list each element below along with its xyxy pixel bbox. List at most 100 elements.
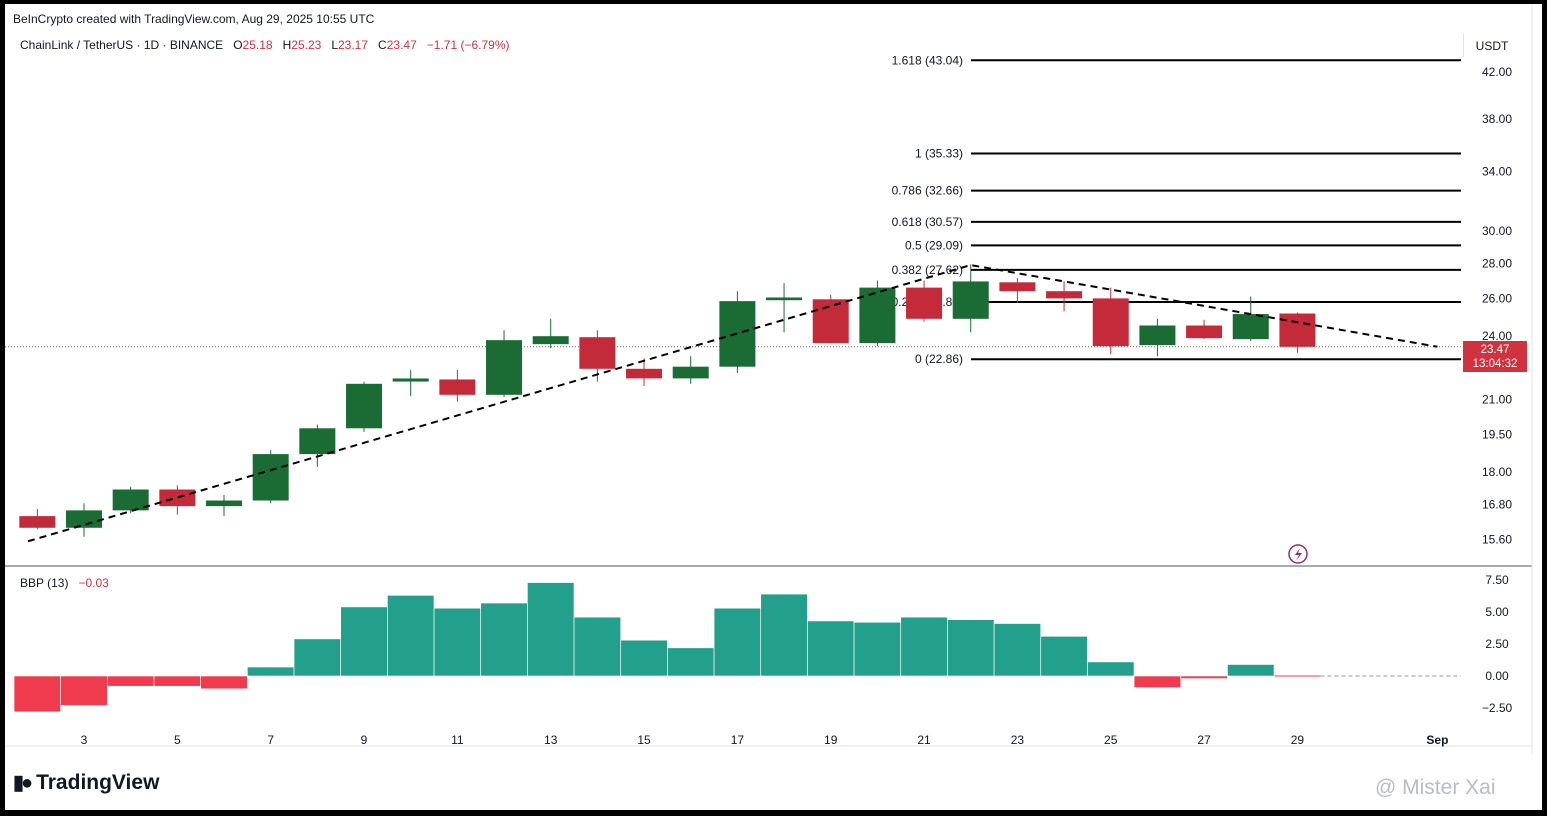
bbp-bar	[340, 606, 388, 677]
candle-body	[859, 287, 896, 344]
close-value: 23.47	[386, 38, 417, 52]
bbp-bar	[900, 616, 948, 677]
candle-up	[66, 503, 102, 537]
price-axis-tick: 19.50	[1482, 427, 1512, 441]
bbp-bar	[807, 620, 855, 677]
bbp-bar	[433, 607, 481, 677]
bbp-bar	[480, 602, 528, 677]
fib-level-label: 1 (35.33)	[915, 147, 963, 161]
time-axis-tick: 19	[824, 733, 838, 747]
candle-down	[159, 485, 196, 515]
high-label: H	[282, 38, 292, 52]
candle-body	[532, 336, 569, 345]
bbp-bar	[13, 675, 61, 713]
close-label: C	[378, 38, 387, 52]
fib-level-label: 0 (22.86)	[915, 352, 963, 366]
candle-up	[346, 381, 383, 432]
price-axis-tick: 21.00	[1482, 392, 1512, 406]
time-axis-tick: 23	[1011, 733, 1025, 747]
candle-body	[906, 287, 943, 319]
tradingview-logo[interactable]: ▮● TradingView	[13, 770, 159, 795]
bbp-bar	[527, 582, 575, 677]
candle-up	[1139, 318, 1176, 357]
flash-alert-bolt	[1295, 548, 1302, 561]
time-axis-tick: 5	[174, 733, 181, 747]
bbp-axis-tick: 2.50	[1485, 637, 1509, 651]
candle-down	[1092, 287, 1129, 355]
price-axis-tick: 15.60	[1482, 533, 1512, 547]
chart-canvas[interactable]: 1.618 (43.04) 1 (35.33) 0.786 (32.66) 0.618…	[5, 4, 1542, 810]
chart-frame: 1.618 (43.04) 1 (35.33) 0.786 (32.66) 0.618…	[5, 4, 1542, 810]
low-label: L	[331, 38, 338, 52]
bbp-bar	[713, 607, 761, 677]
bbp-bar	[387, 595, 435, 677]
candle-body	[719, 301, 756, 367]
candle-down	[579, 330, 616, 382]
candle-body	[252, 454, 289, 501]
bbp-bar	[853, 621, 901, 677]
trend-line	[27, 264, 1438, 543]
bbp-bar	[993, 623, 1041, 677]
bbp-bar	[667, 647, 715, 677]
candle-body	[672, 366, 709, 379]
time-axis-tick: 17	[731, 733, 745, 747]
currency-button[interactable]: USDT	[1463, 34, 1520, 58]
candle-body	[206, 500, 243, 507]
candle-body	[1046, 291, 1083, 299]
bbp-bar	[153, 675, 201, 687]
fib-level-label: 0.382 (27.62)	[892, 263, 963, 277]
bbp-bar	[1227, 664, 1275, 677]
indicator-value: −0.03	[78, 576, 109, 590]
time-axis-tick: 21	[917, 733, 931, 747]
time-axis-tick: 7	[267, 733, 274, 747]
candle-body	[486, 340, 523, 395]
time-axis-tick: Sep	[1426, 733, 1448, 747]
time-axis-tick: 3	[81, 733, 88, 747]
candle-up	[1232, 296, 1269, 342]
candle-down	[999, 277, 1036, 303]
time-axis-tick: 11	[451, 733, 464, 747]
price-axis-tick: 28.00	[1482, 256, 1512, 270]
candle-up	[952, 264, 989, 333]
candle-body	[1232, 314, 1269, 340]
candle-up	[719, 291, 756, 374]
bbp-axis-tick: −2.50	[1482, 701, 1513, 715]
bbp-bar	[107, 675, 155, 687]
candle-down	[19, 508, 56, 530]
price-axis-tick: 38.00	[1482, 112, 1512, 126]
candle-body	[66, 510, 102, 528]
candle-body	[439, 379, 476, 395]
price-axis-tick: 34.00	[1482, 165, 1512, 179]
candle-down	[1279, 312, 1316, 353]
price-axis-tick: 26.00	[1482, 291, 1512, 305]
high-value: 25.23	[291, 38, 322, 52]
tradingview-logo-text: TradingView	[36, 770, 160, 794]
fib-level-label: 0.786 (32.66)	[892, 184, 963, 198]
bbp-bar	[573, 616, 621, 677]
candle-body	[159, 489, 196, 507]
last-price-tag: 23.47 13:04:32	[1463, 341, 1527, 372]
tradingview-logo-icon: ▮●	[13, 772, 33, 794]
bar-countdown: 13:04:32	[1472, 358, 1518, 370]
candle-body	[812, 299, 849, 344]
candle-down	[812, 294, 849, 344]
bbp-bar	[620, 639, 668, 677]
indicator-name: BBP (13)	[20, 576, 69, 590]
bbp-bar	[1040, 636, 1088, 677]
bbp-bar	[293, 638, 341, 677]
attribution-text: BeInCrypto created with TradingView.com,…	[13, 12, 375, 26]
candle-body	[1279, 313, 1316, 347]
candle-down	[626, 358, 663, 386]
candle-up	[206, 494, 243, 517]
price-axis-tick: 16.80	[1482, 498, 1512, 512]
candle-down	[439, 369, 476, 402]
candle-down	[1186, 319, 1223, 340]
symbol-legend[interactable]: ChainLink / TetherUS · 1D · BINANCE O25.…	[20, 38, 510, 52]
candle-body	[19, 516, 56, 528]
last-price-value: 23.47	[1480, 344, 1510, 356]
candle-body	[766, 297, 803, 301]
flash-alert-circle	[1288, 544, 1308, 564]
symbol-name: ChainLink / TetherUS · 1D · BINANCE	[20, 38, 224, 52]
price-axis-tick: 18.00	[1482, 465, 1512, 479]
indicator-legend[interactable]: BBP (13) −0.03	[20, 576, 109, 590]
